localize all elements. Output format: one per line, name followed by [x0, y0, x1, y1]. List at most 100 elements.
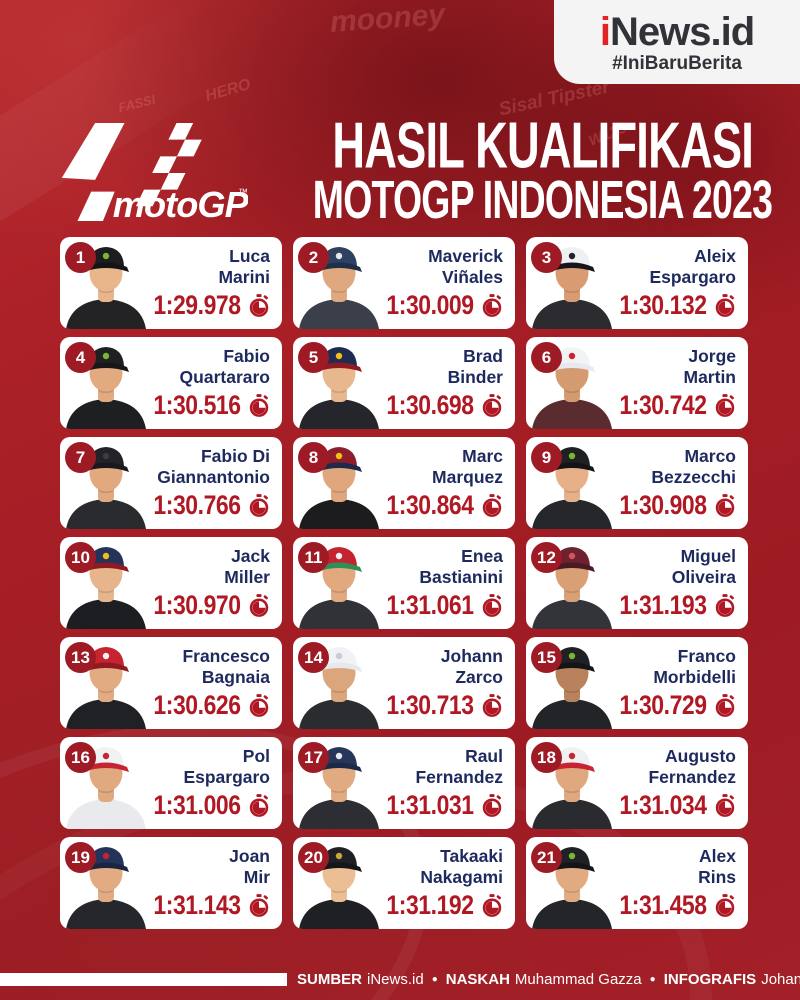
rank-badge: 7	[65, 442, 96, 473]
rank-badge: 5	[298, 342, 329, 373]
lap-time: 1:30.970	[153, 590, 242, 620]
rider-last-name: Mir	[243, 867, 270, 887]
motogp-logo-text: motoGP	[113, 184, 248, 225]
rider-last-name: Bagnaia	[201, 667, 270, 687]
rider-first-name: Raul	[465, 746, 503, 766]
rank-badge: 15	[531, 642, 562, 673]
rider-last-name: Binder	[447, 367, 503, 387]
rider-photo-illustration	[62, 640, 150, 729]
rider-last-name: Miller	[224, 567, 270, 587]
title-line-1: HASIL KUALIFIKASI	[332, 109, 754, 182]
rank-badge: 13	[65, 642, 96, 673]
rider-first-name: Brad	[463, 346, 503, 366]
rider-name: Fabio Di Giannantonio	[150, 446, 270, 488]
inews-brand-badge: iNews.id #IniBaruBerita	[554, 0, 800, 84]
rank-badge: 11	[298, 542, 329, 573]
lap-time-row: 1:31.061	[371, 590, 503, 621]
rider-photo-illustration	[295, 640, 383, 729]
stopwatch-icon	[714, 493, 736, 518]
rider-last-name: Bastianini	[419, 567, 503, 587]
rank-badge: 20	[298, 842, 329, 873]
rider-first-name: Luca	[229, 246, 270, 266]
rider-first-name: Jorge	[688, 346, 736, 366]
stopwatch-icon	[714, 593, 736, 618]
rank-badge: 21	[531, 842, 562, 873]
lap-time: 1:30.729	[619, 690, 708, 720]
lap-time-row: 1:31.143	[138, 890, 270, 921]
rider-name: Marco Bezzecchi	[616, 446, 736, 488]
header: motoGP ™ HASIL KUALIFIKASI MOTOGP INDONE…	[52, 109, 773, 230]
rider-first-name: Marc	[462, 446, 503, 466]
stopwatch-icon	[248, 493, 270, 518]
rider-name: Pol Espargaro	[150, 746, 270, 788]
inews-wordmark-rest: News.id	[609, 9, 755, 54]
rank-number: 16	[71, 747, 90, 767]
rider-card: 21 Alex Rins 1:31.458	[526, 837, 748, 929]
rider-card: 1 Luca Marini 1:29.978	[60, 237, 282, 329]
lap-time-row: 1:30.729	[604, 690, 736, 721]
riders-grid: 1 Luca Marini 1:29.978 2 Maverick	[60, 237, 748, 929]
rider-last-name: Marini	[218, 267, 270, 287]
lap-time: 1:30.516	[153, 390, 242, 420]
stopwatch-icon	[248, 693, 270, 718]
rider-name: Marc Marquez	[383, 446, 503, 488]
rider-photo-illustration	[62, 840, 150, 929]
rider-first-name: Marco	[684, 446, 736, 466]
lap-time: 1:30.009	[386, 290, 475, 320]
rider-first-name: Francesco	[182, 646, 270, 666]
footer-divider-bar	[0, 973, 287, 986]
rider-last-name: Fernandez	[415, 767, 503, 787]
lap-time-row: 1:31.031	[371, 790, 503, 821]
stopwatch-icon	[248, 293, 270, 318]
rider-photo-illustration	[62, 540, 150, 629]
rider-photo-illustration	[295, 540, 383, 629]
stopwatch-icon	[248, 393, 270, 418]
stopwatch-icon	[714, 293, 736, 318]
lap-time-row: 1:31.458	[604, 890, 736, 921]
lap-time-row: 1:30.132	[604, 290, 736, 321]
rider-name: Brad Binder	[383, 346, 503, 388]
rank-badge: 19	[65, 842, 96, 873]
rider-first-name: Joan	[229, 846, 270, 866]
stopwatch-icon	[714, 693, 736, 718]
credit-value: Muhammad Gazza	[514, 971, 642, 988]
rider-first-name: Takaaki	[440, 846, 503, 866]
rider-name: Jorge Martin	[616, 346, 737, 388]
rider-photo-illustration	[295, 240, 383, 329]
lap-time: 1:31.193	[619, 590, 708, 620]
lap-time-row: 1:30.742	[604, 390, 736, 421]
rider-card: 15 Franco Morbidelli 1:30.729	[526, 637, 748, 729]
rider-name: Maverick Viñales	[383, 246, 503, 288]
title-line-2: MOTOGP INDONESIA 2023	[312, 170, 773, 231]
background-photo-word: mooney	[328, 0, 447, 39]
rank-number: 10	[71, 547, 90, 567]
inews-wordmark: iNews.id	[600, 9, 755, 54]
rider-name: Alex Rins	[616, 846, 736, 888]
lap-time-row: 1:30.009	[371, 290, 503, 321]
lap-time: 1:31.034	[619, 790, 708, 820]
rider-photo-illustration	[528, 640, 616, 729]
stopwatch-icon	[714, 793, 736, 818]
rank-badge: 17	[298, 742, 329, 773]
rider-first-name: Franco	[677, 646, 736, 666]
rider-card: 17 Raul Fernandez 1:31.031	[293, 737, 515, 829]
rider-last-name: Marquez	[432, 467, 503, 487]
credit-label: SUMBER	[297, 971, 363, 988]
rank-number: 11	[304, 547, 323, 567]
rider-first-name: Augusto	[665, 746, 736, 766]
rank-number: 6	[541, 347, 552, 367]
stopwatch-icon	[481, 393, 503, 418]
stopwatch-icon	[481, 693, 503, 718]
rider-name: Franco Morbidelli	[616, 646, 736, 688]
lap-time: 1:30.742	[619, 390, 708, 420]
lap-time-row: 1:30.516	[138, 390, 270, 421]
rider-photo-illustration	[295, 440, 383, 529]
rider-card: 6 Jorge Martin 1:30.742	[526, 337, 748, 429]
rank-badge: 9	[531, 442, 562, 473]
rider-last-name: Nakagami	[420, 867, 503, 887]
rider-last-name: Espargaro	[649, 267, 736, 287]
rider-first-name: Enea	[461, 546, 503, 566]
rank-number: 7	[75, 447, 86, 467]
rider-first-name: Fabio	[223, 346, 270, 366]
